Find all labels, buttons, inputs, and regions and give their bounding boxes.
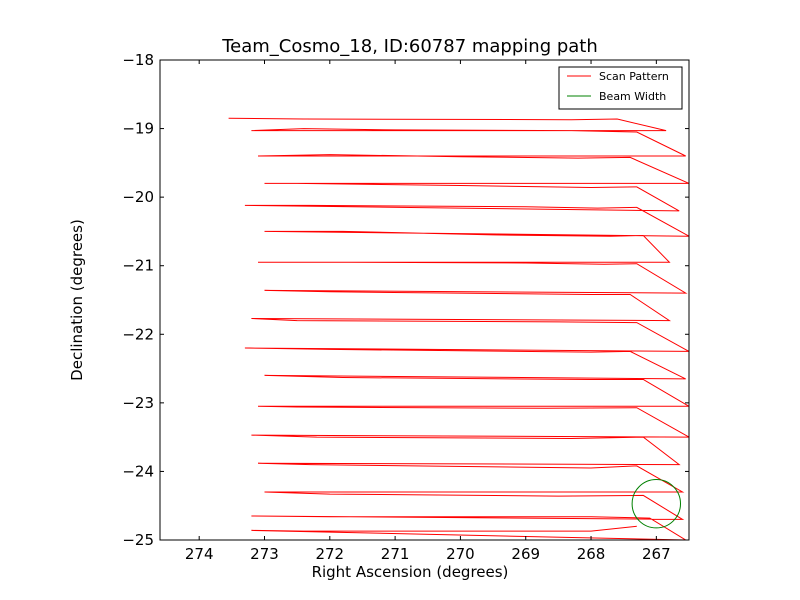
plot-area [159,59,690,541]
y-tick-label: −21 [122,257,154,275]
beam-width-circle [631,479,681,529]
x-tick-label: 268 [577,545,606,563]
x-tick-label: 267 [642,545,671,563]
x-tick-label: 272 [315,545,344,563]
legend-label-scan-pattern: Scan Pattern [599,70,669,83]
y-tick-label: −24 [122,462,154,480]
x-tick-label: 273 [250,545,279,563]
y-axis-ticks: −25 −24 −23 −22 −21 −20 −19 −18 [122,51,689,549]
y-tick-label: −20 [122,188,154,206]
x-tick-label: 274 [185,545,214,563]
y-tick-label: −22 [122,325,154,343]
y-tick-label: −18 [122,51,154,69]
scan-pattern-line [228,117,689,540]
x-tick-label: 269 [511,545,540,563]
plot-frame [159,59,690,541]
y-tick-label: −19 [122,120,154,138]
x-axis-ticks: 274 273 272 271 270 269 268 267 [185,60,671,563]
legend: Scan Pattern Beam Width [558,66,683,110]
y-axis-label: Declination (degrees) [68,219,86,381]
x-tick-label: 271 [381,545,410,563]
chart-title: Team_Cosmo_18, ID:60787 mapping path [221,36,598,57]
x-axis-label: Right Ascension (degrees) [312,563,509,581]
legend-label-beam-width: Beam Width [599,90,666,103]
x-tick-label: 270 [446,545,475,563]
y-tick-label: −25 [122,531,154,549]
legend-box [558,66,683,110]
y-tick-label: −23 [122,394,154,412]
series-group [228,117,689,540]
